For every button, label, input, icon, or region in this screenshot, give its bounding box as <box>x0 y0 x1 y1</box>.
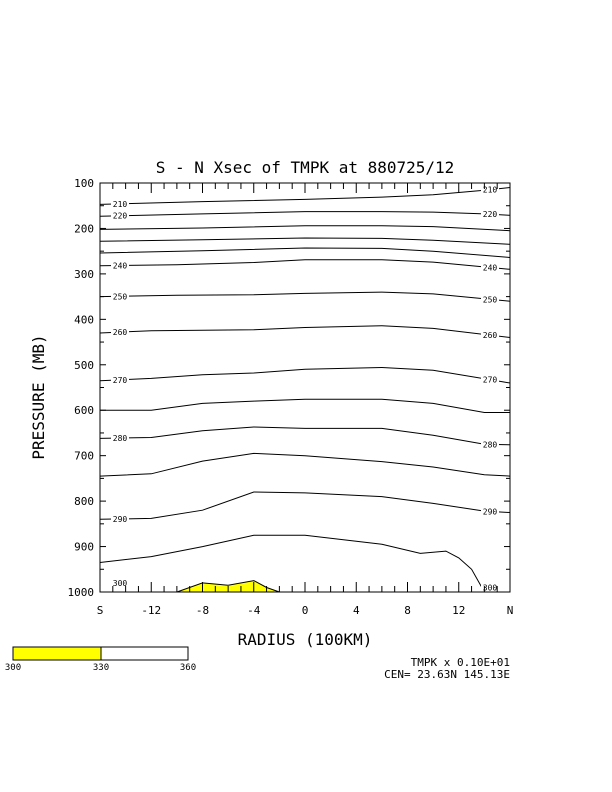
contour-235 <box>99 247 511 258</box>
contour-275 <box>100 398 510 413</box>
contour-label-bg <box>111 375 129 384</box>
contour-label-bg <box>481 331 499 340</box>
footer-center-info: CEN= 23.63N 145.13E <box>384 668 510 681</box>
contour-label-210: 210 <box>483 186 498 195</box>
x-tick-label: -8 <box>196 604 209 617</box>
contour-label-270: 270 <box>113 376 128 385</box>
x-axis-north-label: N <box>507 604 514 617</box>
contour-label-220: 220 <box>113 212 128 221</box>
contour-220 <box>99 211 511 217</box>
x-tick-label: -4 <box>247 604 261 617</box>
contour-label-bg <box>481 507 499 516</box>
contour-label-300: 300 <box>483 583 498 592</box>
contour-250 <box>99 291 511 302</box>
plot-frame <box>99 182 511 593</box>
contour-label-240: 240 <box>483 263 498 272</box>
y-tick-label: 800 <box>74 495 94 508</box>
contour-label-bg <box>111 328 129 337</box>
contour-label-210: 210 <box>113 200 128 209</box>
contour-label-bg <box>481 295 499 304</box>
legend-swatch-1 <box>100 646 189 661</box>
contour-label-220: 220 <box>483 210 498 219</box>
y-tick-label: 600 <box>74 404 94 417</box>
contour-260 <box>99 325 511 338</box>
y-tick-label: 100 <box>74 177 94 190</box>
contour-label-bg <box>111 578 129 587</box>
contour-label-bg <box>111 292 129 301</box>
contour-label-290: 290 <box>483 507 498 516</box>
contour-label-300: 300 <box>113 579 128 588</box>
contour-290 <box>99 491 511 520</box>
contour-label-280: 280 <box>113 434 128 443</box>
contour-label-250: 250 <box>113 292 128 301</box>
contour-225 <box>99 225 511 232</box>
contour-label-250: 250 <box>483 295 498 304</box>
y-tick-label: 400 <box>74 313 94 326</box>
y-tick-label: 700 <box>74 450 94 463</box>
contour-295 <box>99 534 485 593</box>
x-tick-label: -12 <box>141 604 161 617</box>
y-tick-label: 1000 <box>68 586 95 599</box>
contour-label-bg <box>481 263 499 272</box>
x-tick-label: 4 <box>353 604 360 617</box>
contour-label-bg <box>111 211 129 220</box>
contour-280 <box>99 426 511 446</box>
fill-legend: 300 330 360 <box>5 646 196 673</box>
x-axis-ticks: -12 -8 -4 0 4 8 12 <box>99 183 511 617</box>
legend-label-0: 300 <box>5 663 21 673</box>
contour-label-bg <box>481 583 499 592</box>
y-tick-label: 300 <box>74 268 94 281</box>
contour-label-240: 240 <box>113 261 128 270</box>
contour-label-bg <box>481 375 499 384</box>
chart-title: S - N Xsec of TMPK at 880725/12 <box>156 158 455 177</box>
contour-label-bg <box>111 261 129 270</box>
x-axis-title: RADIUS (100KM) <box>238 630 373 649</box>
contour-label-bg <box>481 210 499 219</box>
contour-label-bg <box>111 434 129 443</box>
contour-label-260: 260 <box>483 331 498 340</box>
x-tick-label: 8 <box>404 604 411 617</box>
footer-scale-info: TMPK x 0.10E+01 <box>411 656 510 669</box>
contour-labels: 210 210 220 220 240 240 250 250 260 260 270 270 280 2… <box>111 185 499 592</box>
x-axis-south-label: S <box>97 604 104 617</box>
contour-label-270: 270 <box>483 376 498 385</box>
y-axis-ticks: 100 200 300 400 500 600 700 800 900 1000 <box>68 177 510 599</box>
contour-300 <box>176 580 280 593</box>
legend-swatch-0 <box>12 646 102 661</box>
y-tick-label: 900 <box>74 541 94 554</box>
contour-270 <box>99 366 511 384</box>
y-tick-label: 500 <box>74 359 94 372</box>
y-tick-label: 200 <box>74 222 94 235</box>
contour-label-290: 290 <box>113 515 128 524</box>
contour-285 <box>99 452 511 477</box>
contour-label-bg <box>111 199 129 208</box>
contour-label-bg <box>481 440 499 449</box>
contour-240 <box>99 259 511 270</box>
y-axis-title: PRESSURE (MB) <box>29 334 48 459</box>
x-tick-label: 0 <box>302 604 309 617</box>
contour-label-280: 280 <box>483 440 498 449</box>
legend-label-2: 360 <box>180 663 196 673</box>
contour-lines <box>99 187 511 593</box>
contour-label-260: 260 <box>113 328 128 337</box>
contour-label-bg <box>481 185 499 194</box>
contour-230 <box>99 237 511 245</box>
contour-label-bg <box>111 514 129 523</box>
x-tick-label: 12 <box>452 604 465 617</box>
legend-label-1: 330 <box>93 663 109 673</box>
